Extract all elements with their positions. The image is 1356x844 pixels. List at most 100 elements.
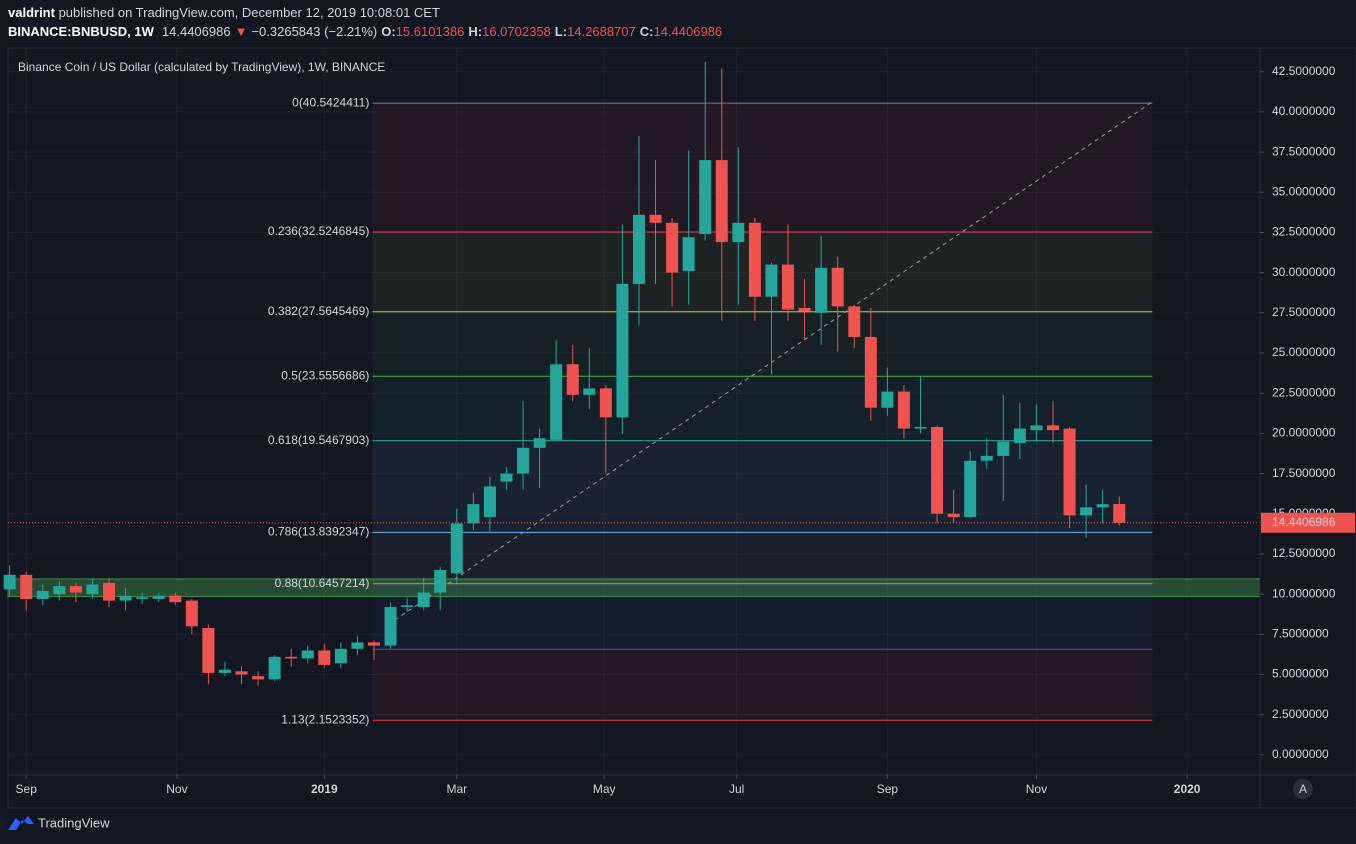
fib-band — [372, 649, 1153, 721]
ohlc-label: H: — [468, 24, 482, 39]
candle-body — [218, 669, 231, 673]
candle-body — [765, 264, 778, 297]
candle-body — [351, 642, 364, 649]
candles — [3, 62, 1260, 686]
ohlc-value: 16.0702358 — [482, 24, 551, 39]
symbol-line: BINANCE:BNBUSD, 1W 14.4406986 ▼ −0.3265843 … — [8, 24, 722, 39]
candle-body — [848, 306, 861, 337]
candle-body — [666, 222, 679, 273]
candle-body — [417, 592, 430, 608]
candle-body — [301, 650, 314, 659]
ohlc-value: 14.4406986 — [653, 24, 722, 39]
brand: TradingView — [38, 815, 110, 830]
y-tick-label: 25.0000000 — [1272, 345, 1336, 359]
y-tick-label: 0.0000000 — [1272, 747, 1329, 761]
candle-body — [53, 586, 66, 595]
publish-line: valdrint published on TradingView.com, D… — [8, 5, 440, 20]
chart-frame — [7, 47, 1356, 809]
candle-body — [3, 574, 16, 590]
price: 14.4406986 — [162, 24, 231, 39]
fib-band — [372, 311, 1153, 377]
candle-body — [401, 605, 414, 608]
fib-label: 0.786(13.8392347) — [268, 525, 369, 539]
candle-body — [367, 642, 380, 646]
candle-body — [881, 391, 894, 408]
x-tick-label: 2020 — [1174, 782, 1201, 796]
ohlc-value: 15.6101386 — [396, 24, 465, 39]
auto-scale-label[interactable]: A — [1299, 782, 1307, 796]
y-tick-label: 40.0000000 — [1272, 104, 1336, 118]
fibonacci: 0(40.5424411) 0.236(32.5246845) 0.382(27.5… — [7, 95, 1261, 726]
candle-body — [285, 656, 298, 659]
symbol: BINANCE:BNBUSD, 1W — [8, 24, 155, 39]
ohlc-label: L: — [555, 24, 567, 39]
x-tick-label: Mar — [446, 782, 467, 796]
candle-body — [235, 671, 248, 675]
fib-band — [372, 376, 1153, 441]
candle-body — [136, 597, 149, 599]
author: valdrint — [8, 5, 56, 20]
y-tick-label: 2.5000000 — [1272, 707, 1329, 721]
candle-body — [152, 595, 165, 599]
y-tick-label: 12.5000000 — [1272, 546, 1336, 560]
candle-body — [864, 336, 877, 408]
y-tick-label: 27.5000000 — [1272, 305, 1336, 319]
candle-body — [268, 656, 281, 680]
candle-body — [467, 504, 480, 524]
candle-body — [682, 237, 695, 272]
candle-body — [384, 607, 397, 646]
candle-body — [434, 570, 447, 593]
candle-body — [1063, 428, 1076, 516]
fib-label: 0.236(32.5246845) — [268, 224, 369, 238]
candle-body — [450, 523, 463, 574]
ohlc-label: O: — [381, 24, 395, 39]
fib-band — [372, 532, 1153, 584]
fib-band — [372, 232, 1153, 312]
candle-body — [1030, 425, 1043, 431]
logo-icon — [8, 816, 34, 830]
x-tick-label: Jul — [729, 782, 744, 796]
y-tick-label: 32.5000000 — [1272, 225, 1336, 239]
candle-body — [483, 486, 496, 517]
fib-label: 0.88(10.6457214) — [275, 576, 370, 590]
ohlc-label: C: — [640, 24, 654, 39]
candle-body — [20, 574, 33, 599]
candle-body — [599, 388, 612, 418]
candle-body — [69, 586, 82, 593]
candle-body — [517, 447, 530, 474]
candle-body — [185, 600, 198, 627]
ohlc-value: 14.2688707 — [567, 24, 636, 39]
y-tick-label: 30.0000000 — [1272, 265, 1336, 279]
candle-body — [566, 364, 579, 395]
y-tick-label: 7.5000000 — [1272, 627, 1329, 641]
x-tick-label: Sep — [16, 782, 38, 796]
change: −0.3265843 (−2.21%) — [251, 24, 377, 39]
x-tick-label: May — [593, 782, 616, 796]
candle-body — [1080, 507, 1093, 516]
candle-body — [103, 582, 116, 601]
y-tick-label: 5.0000000 — [1272, 667, 1329, 681]
candle-body — [931, 426, 944, 514]
candle-body — [318, 650, 331, 665]
candle-body — [1113, 503, 1126, 523]
candle-body — [119, 595, 132, 601]
candle-body — [334, 648, 347, 664]
y-tick-label: 10.0000000 — [1272, 586, 1336, 600]
candle-body — [86, 584, 99, 595]
published: published on TradingView.com, December 1… — [55, 5, 440, 20]
candle-body — [202, 627, 215, 673]
fib-band — [372, 103, 1153, 233]
candle-body — [169, 595, 182, 603]
fib-band — [372, 440, 1153, 533]
last-price-label: 14.4406986 — [1272, 515, 1336, 529]
candle-body — [616, 283, 629, 418]
fib-label: 0.5(23.5556686) — [281, 368, 369, 382]
last-price-box — [1261, 512, 1355, 533]
candle-body — [583, 388, 596, 395]
fib-label: 0.382(27.5645469) — [268, 304, 369, 318]
candle-body — [649, 214, 662, 223]
auto-scale-button[interactable] — [1293, 779, 1313, 799]
candle-body — [715, 160, 728, 243]
candle-body — [997, 441, 1010, 456]
